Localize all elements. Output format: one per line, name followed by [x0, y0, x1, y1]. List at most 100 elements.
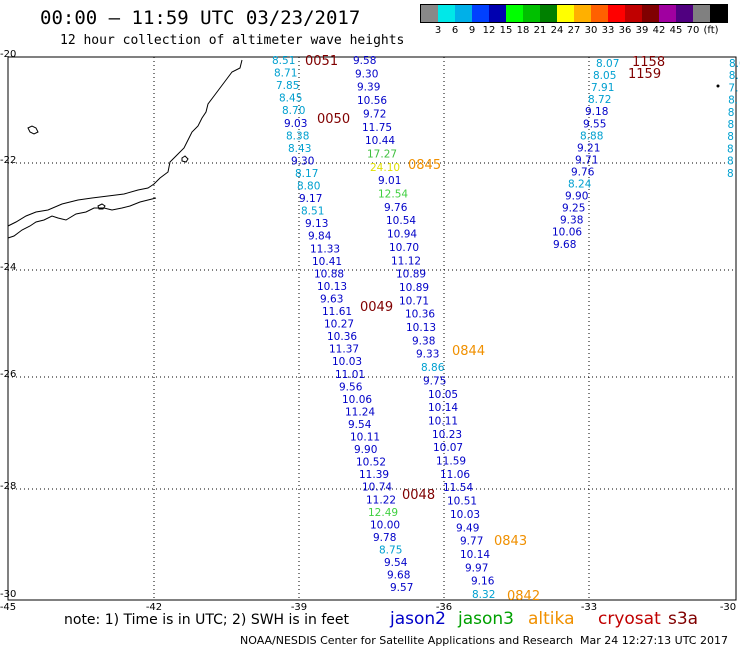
legend-label: 12 [482, 25, 496, 36]
wave-height-label-clipped: 8. [728, 95, 738, 107]
wave-height-label: 9.55 [583, 118, 606, 130]
wave-height-label: 10.11 [350, 432, 380, 444]
wave-height-label-clipped: 8 [727, 156, 734, 168]
legend-swatch [608, 5, 625, 22]
wave-height-label: 11.01 [335, 369, 365, 381]
wave-height-label: 8.45 [279, 93, 302, 105]
wave-height-label: 12.54 [378, 189, 408, 201]
latitude-label: -26 [0, 369, 17, 380]
wave-height-label-clipped: 8 [728, 119, 735, 131]
wave-height-label: 10.71 [399, 295, 429, 307]
legend-swatch [523, 5, 540, 22]
legend-label: 39 [635, 25, 649, 36]
wave-height-label: 11.22 [366, 494, 396, 506]
wave-height-label: 8.05 [593, 70, 616, 82]
wave-height-label: 9.38 [412, 335, 435, 347]
wave-height-label: 9.84 [308, 231, 332, 243]
legend-swatch [540, 5, 557, 22]
wave-height-label: 8.17 [295, 168, 318, 180]
wave-height-label: 9.01 [378, 175, 401, 187]
legend-label: 36 [618, 25, 632, 36]
wave-height-label: 11.33 [310, 243, 340, 255]
time-label: 0845 [408, 158, 441, 173]
gridlines [8, 57, 736, 600]
time-label: 0844 [452, 344, 485, 359]
wave-height-label: 11.37 [329, 344, 359, 356]
wave-height-label: 10.00 [370, 519, 400, 531]
footer-note: note: 1) Time is in UTC; 2) SWH is in fe… [64, 612, 350, 628]
wave-height-label: 9.54 [384, 557, 408, 569]
satellite-jason2: jason2 [390, 609, 446, 629]
wave-height-label: 9.76 [384, 202, 408, 214]
wave-height-label: 8.24 [568, 179, 592, 191]
wave-height-label: 8.88 [580, 130, 603, 142]
generated-time: Mar 24 12:27:13 UTC 2017 [580, 634, 728, 647]
wave-height-label: 10.56 [357, 95, 387, 107]
wave-height-label: 9.76 [571, 166, 595, 178]
legend-label: 6 [451, 25, 459, 36]
wave-height-label: 9.13 [305, 218, 328, 230]
wave-height-label: 9.33 [416, 349, 439, 361]
wave-height-label: 8.38 [286, 130, 309, 142]
time-label: 1159 [628, 67, 661, 82]
page-subtitle: 12 hour collection of altimeter wave hei… [60, 33, 405, 48]
map-frame [7, 56, 737, 601]
wave-height-label: 10.94 [387, 229, 417, 241]
wave-height-label: 9.57 [390, 582, 413, 594]
time-label: 0048 [402, 488, 435, 503]
wave-height-label: 8.70 [282, 105, 305, 117]
wave-height-label: 10.74 [362, 482, 392, 494]
wave-height-label: 9.38 [560, 215, 583, 227]
legend-label: 18 [516, 25, 530, 36]
wave-height-label: 10.03 [450, 509, 480, 521]
wave-height-label: 10.13 [317, 281, 347, 293]
wave-height-label: 12.49 [368, 507, 398, 519]
wave-height-label: 10.41 [312, 256, 342, 268]
wave-height-label-clipped: 8.6 [729, 58, 740, 70]
legend-swatch [574, 5, 591, 22]
legend-label: 21 [533, 25, 547, 36]
color-legend: 3 6 9 12 15 18 21 24 27 30 33 36 39 42 45 70 (ft) [420, 4, 728, 37]
legend-label: 27 [567, 25, 581, 36]
longitude-label: -42 [145, 602, 163, 613]
latitude-label: -24 [0, 262, 17, 273]
wave-height-label: 11.75 [362, 122, 392, 134]
satellite-cryosat: cryosat [598, 609, 661, 629]
wave-height-label: 8.75 [379, 544, 402, 556]
legend-swatch [455, 5, 472, 22]
coastline [7, 59, 243, 239]
wave-height-label: 8.72 [588, 94, 611, 106]
wave-height-label: 9.68 [387, 570, 410, 582]
wave-height-label: 9.18 [585, 106, 608, 118]
wave-height-label: 10.14 [460, 549, 490, 561]
latitude-label: -28 [0, 481, 17, 492]
legend-label: 45 [669, 25, 683, 36]
wave-height-label: 10.23 [432, 429, 462, 441]
wave-height-label: 10.44 [365, 135, 395, 147]
wave-height-label-clipped: 8 [727, 143, 734, 155]
legend-swatch [659, 5, 676, 22]
wave-height-label: 10.36 [327, 331, 357, 343]
legend-label: 33 [601, 25, 615, 36]
wave-height-label: 9.49 [456, 522, 479, 534]
wave-height-label: 8.80 [297, 181, 320, 193]
legend-label: 42 [652, 25, 666, 36]
wave-height-label: 8.07 [596, 58, 619, 70]
latitude-label: -22 [0, 155, 17, 166]
wave-height-label: 8.71 [274, 68, 297, 80]
wave-height-label: 9.16 [471, 576, 495, 588]
satellite-jason3: jason3 [458, 609, 514, 629]
longitude-label: -30 [719, 602, 737, 613]
longitude-label: -39 [290, 602, 308, 613]
wave-height-label: 11.24 [345, 406, 375, 418]
wave-height-label: 9.58 [353, 55, 376, 67]
wave-height-label: 10.06 [342, 394, 372, 406]
wave-height-label: 10.89 [399, 282, 429, 294]
wave-height-label: 10.06 [552, 227, 582, 239]
wave-height-label: 9.30 [291, 155, 314, 167]
wave-height-label: 9.21 [577, 142, 600, 154]
legend-swatch [591, 5, 608, 22]
wave-height-label: 11.06 [440, 469, 470, 481]
wave-height-label: 8.51 [301, 206, 324, 218]
wave-height-label: 10.54 [386, 215, 416, 227]
